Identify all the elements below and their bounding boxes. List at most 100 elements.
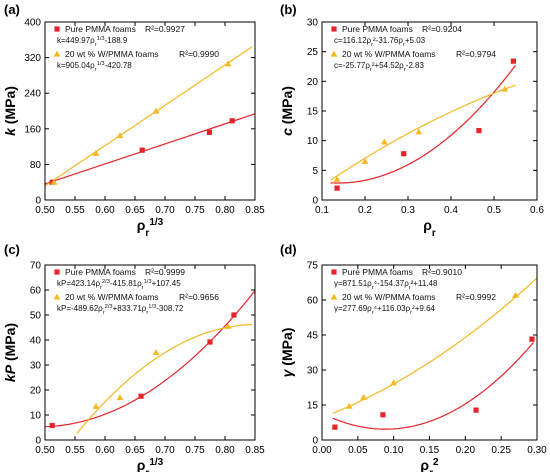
y-tick-label: 45 xyxy=(307,331,319,342)
data-point-series-1 xyxy=(473,407,479,413)
r2-value-series-1: R²=0.9204 xyxy=(422,24,462,34)
data-point-series-2 xyxy=(116,394,124,401)
plot-frame xyxy=(44,264,256,441)
data-point-series-2 xyxy=(390,379,398,386)
legend-entry-series-2: 20 wt % W/PMMA foams xyxy=(65,49,159,59)
data-point-series-2 xyxy=(333,175,341,182)
data-point-series-2 xyxy=(224,322,232,329)
data-point-series-1 xyxy=(49,422,55,429)
data-point-series-2 xyxy=(501,85,509,92)
x-tick-label: 0.70 xyxy=(155,205,175,216)
r2-value-series-2: R²=0.9990 xyxy=(179,49,219,59)
legend-marker-series-2 xyxy=(53,293,61,300)
data-point-series-1 xyxy=(332,424,338,430)
y-tick-label: 75 xyxy=(307,261,319,272)
x-tick-label: 0.80 xyxy=(215,205,235,216)
equation-series-2: kP=-489.62ρr2/3+833.71ρr1/3-308.72 xyxy=(57,304,184,316)
x-tick-label: 0.20 xyxy=(456,445,476,456)
x-tick-label: 0.25 xyxy=(491,445,511,456)
x-axis-label: ρr1/3 xyxy=(137,457,164,472)
x-tick-label: 0.6 xyxy=(530,205,544,216)
x-tick-label: 0.4 xyxy=(444,205,458,216)
y-tick-label: 30 xyxy=(307,18,319,29)
fit-line-series-2 xyxy=(332,277,537,414)
y-axis-label: k (MPa) xyxy=(2,86,18,136)
y-tick-label: 0 xyxy=(35,196,41,207)
x-tick-label: 0.50 xyxy=(35,205,55,216)
data-point-series-2 xyxy=(92,149,100,156)
fit-line-series-2 xyxy=(76,323,253,434)
chart-panel-4: (d) 0.00 0.05 0.10 0.15 0.20 0.25 0.30 0 15 30 45 60… xyxy=(279,242,547,472)
x-tick-label: 0.55 xyxy=(65,205,85,216)
y-tick-label: 40 xyxy=(30,336,42,347)
legend-marker-series-1 xyxy=(331,26,337,32)
x-tick-label: 0.75 xyxy=(185,445,205,456)
fit-line-series-1 xyxy=(45,113,255,185)
legend-marker-series-1 xyxy=(54,269,60,275)
data-point-series-1 xyxy=(207,339,213,345)
x-tick-label: 0.2 xyxy=(358,205,372,216)
fit-line-series-2 xyxy=(330,84,516,181)
data-point-series-1 xyxy=(380,412,386,418)
x-tick-label: 0.10 xyxy=(384,445,404,456)
y-tick-label: 30 xyxy=(307,366,319,377)
y-tick-label: 240 xyxy=(24,89,41,100)
x-tick-label: 0.65 xyxy=(125,205,145,216)
legend-entry-series-2: 20 wt % W/PMMA foams xyxy=(65,292,159,302)
x-tick-label: 0.70 xyxy=(155,445,175,456)
r2-value-series-1: R²=0.9010 xyxy=(422,267,462,277)
y-tick-label: 0 xyxy=(35,436,41,447)
y-tick-label: 400 xyxy=(24,18,41,29)
data-point-series-1 xyxy=(476,127,482,134)
chart-panel-1: (a) 0.50 0.55 0.60 0.65 0.70 0.75 0.80 0.85 0 80 16… xyxy=(2,2,265,239)
data-point-series-1 xyxy=(529,336,535,342)
legend-marker-series-1 xyxy=(54,26,60,32)
x-tick-label: 0.00 xyxy=(312,445,332,456)
y-tick-label: 70 xyxy=(30,261,42,272)
equation-series-2: c=-25.77ρr²+54.52ρr-2.83 xyxy=(334,61,424,73)
data-point-series-1 xyxy=(231,312,237,318)
data-point-series-1 xyxy=(206,129,212,135)
legend-marker-series-2 xyxy=(330,50,338,57)
data-point-series-1 xyxy=(229,118,235,124)
y-tick-label: 50 xyxy=(30,311,42,322)
x-axis-label: ρr xyxy=(423,217,436,239)
panel-label: (a) xyxy=(4,2,20,17)
legend-entry-series-1: Pure PMMA foams xyxy=(342,267,413,277)
x-tick-label: 0.30 xyxy=(527,445,547,456)
plot-frame xyxy=(44,21,256,201)
y-tick-label: 0 xyxy=(312,196,318,207)
data-point-series-2 xyxy=(152,349,160,356)
y-axis-label: c (MPa) xyxy=(279,86,295,136)
r2-value-series-2: R²=0.9794 xyxy=(456,49,496,59)
equation-series-2: γ=277.69ρr⁴+116.03ρr²+9.64 xyxy=(334,304,436,316)
data-point-series-2 xyxy=(345,402,353,409)
panel-label: (d) xyxy=(280,242,297,257)
equation-series-1: c=116.12ρr²-31.76ρr+5.03 xyxy=(334,36,426,48)
legend-marker-series-1 xyxy=(331,269,337,275)
y-tick-label: 5 xyxy=(312,166,318,177)
data-point-series-2 xyxy=(380,138,388,145)
y-tick-label: 30 xyxy=(30,361,42,372)
legend-marker-series-2 xyxy=(53,50,61,57)
legend-entry-series-1: Pure PMMA foams xyxy=(65,267,136,277)
legend-entry-series-2: 20 wt % W/PMMA foams xyxy=(342,292,436,302)
y-tick-label: 60 xyxy=(30,286,42,297)
y-tick-label: 320 xyxy=(24,53,41,64)
x-tick-label: 0.15 xyxy=(420,445,440,456)
equation-series-1: kP=423.14ρr2/3-415.81ρr1/3+107.45 xyxy=(57,279,181,291)
x-tick-label: 0.85 xyxy=(245,205,265,216)
x-tick-label: 0.05 xyxy=(348,445,368,456)
data-point-series-1 xyxy=(138,393,144,399)
x-tick-label: 0.55 xyxy=(65,445,85,456)
data-point-series-2 xyxy=(512,291,519,298)
y-tick-label: 20 xyxy=(30,386,42,397)
x-tick-label: 0.60 xyxy=(95,445,115,456)
panel-label: (b) xyxy=(280,2,297,17)
data-point-series-2 xyxy=(361,158,369,165)
y-tick-label: 15 xyxy=(307,107,319,118)
x-tick-label: 0.3 xyxy=(401,205,415,216)
y-tick-label: 80 xyxy=(30,160,42,171)
x-tick-label: 0.50 xyxy=(35,445,55,456)
y-tick-label: 10 xyxy=(307,136,319,147)
